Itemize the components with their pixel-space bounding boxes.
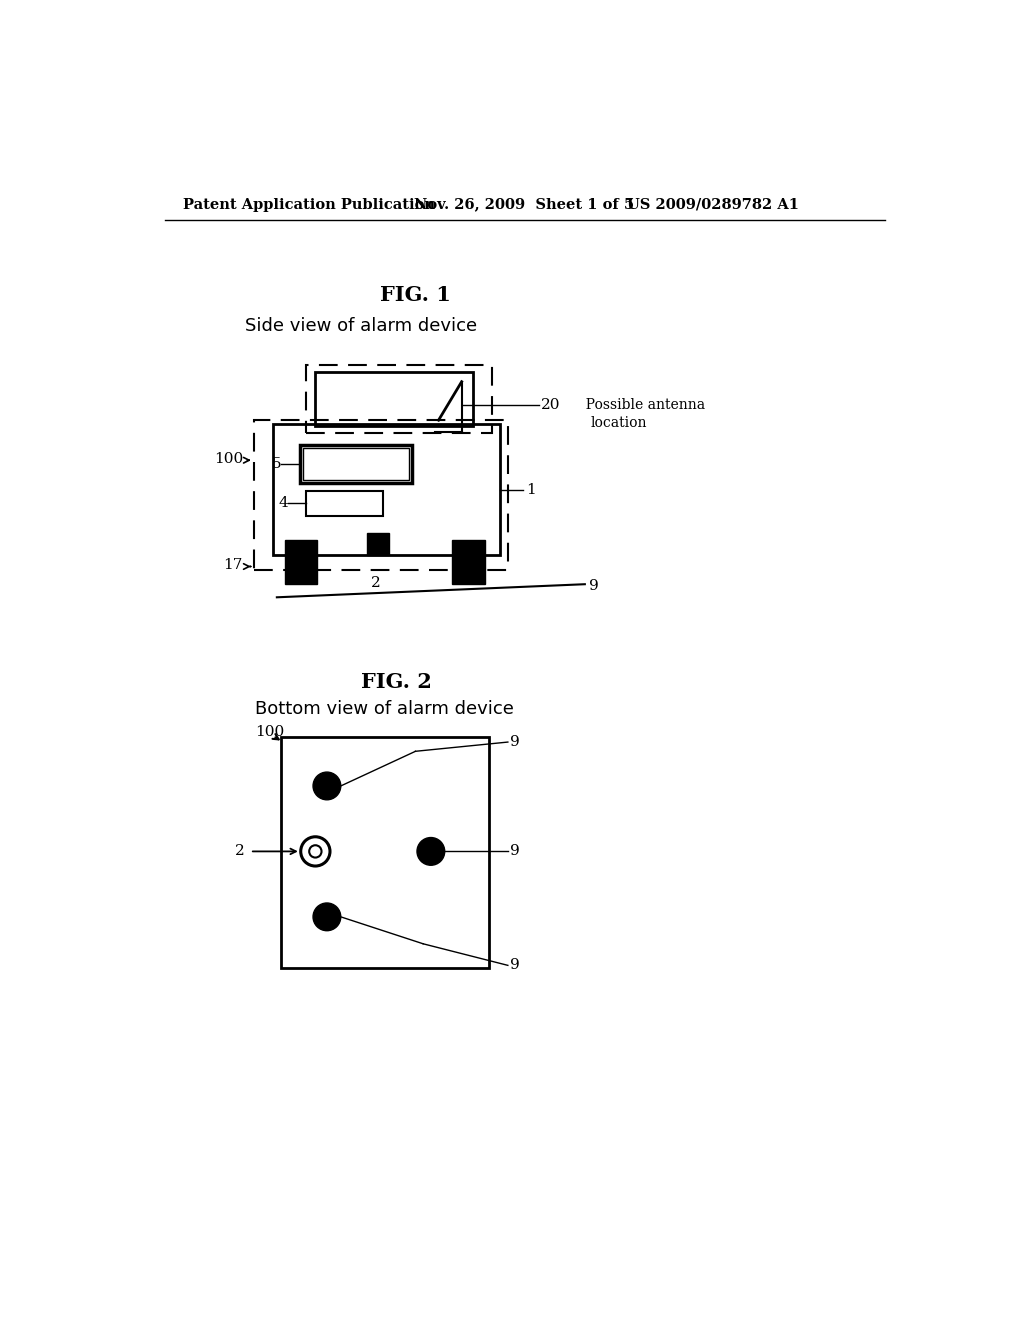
Circle shape <box>313 772 341 800</box>
Text: 9: 9 <box>589 578 598 593</box>
Text: 1: 1 <box>526 483 537 496</box>
Text: 9: 9 <box>510 958 520 973</box>
Text: Side view of alarm device: Side view of alarm device <box>246 317 477 335</box>
Text: 2: 2 <box>371 576 380 590</box>
Bar <box>281 738 488 969</box>
Text: 9: 9 <box>510 845 520 858</box>
Bar <box>315 372 473 426</box>
Text: 5: 5 <box>271 457 282 471</box>
Text: FIG. 1: FIG. 1 <box>380 285 451 305</box>
Bar <box>300 445 412 483</box>
Text: 2: 2 <box>234 845 245 858</box>
Text: Nov. 26, 2009  Sheet 1 of 5: Nov. 26, 2009 Sheet 1 of 5 <box>414 198 634 211</box>
Text: Patent Application Publication: Patent Application Publication <box>183 198 435 211</box>
Bar <box>453 540 484 585</box>
Circle shape <box>417 837 444 866</box>
Bar <box>303 447 409 480</box>
Text: Bottom view of alarm device: Bottom view of alarm device <box>255 700 514 718</box>
Text: 17: 17 <box>223 558 243 572</box>
Text: 4: 4 <box>279 496 289 511</box>
Bar <box>254 420 508 570</box>
Bar <box>273 424 500 554</box>
Text: FIG. 2: FIG. 2 <box>360 672 432 692</box>
Text: 9: 9 <box>510 735 520 748</box>
Text: 100: 100 <box>214 451 243 466</box>
Text: 20: 20 <box>541 397 560 412</box>
Text: US 2009/0289782 A1: US 2009/0289782 A1 <box>628 198 799 211</box>
Text: Possible antenna: Possible antenna <box>578 397 706 412</box>
Text: 100: 100 <box>255 725 285 739</box>
Circle shape <box>313 903 341 931</box>
Text: location: location <box>591 416 647 429</box>
Bar <box>306 364 493 433</box>
Bar <box>285 540 316 585</box>
Bar <box>306 491 383 516</box>
Bar <box>367 533 388 554</box>
